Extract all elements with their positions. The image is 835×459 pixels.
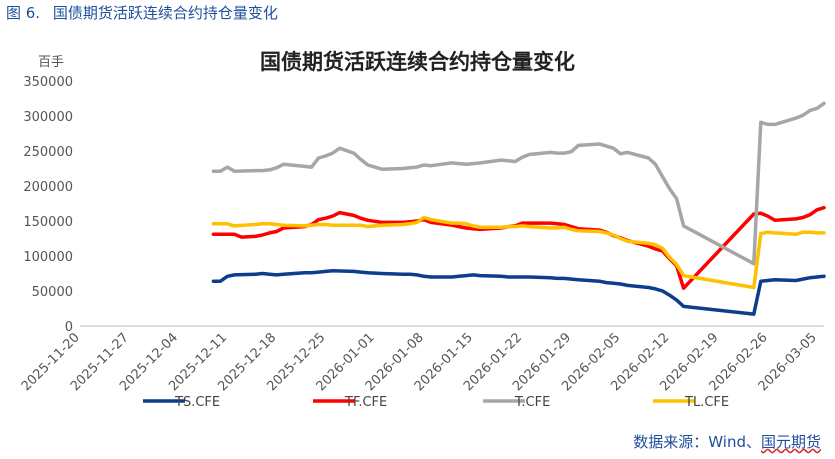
legend-label: TL.CFE: [684, 395, 729, 410]
y-tick-label: 150000: [23, 215, 73, 230]
legend-label: TF.CFE: [344, 395, 387, 410]
series-line-t-cfe: [211, 101, 826, 266]
source-prefix: 数据来源：Wind、: [633, 433, 761, 451]
y-tick-label: 200000: [23, 180, 73, 195]
figure-number: 图 6.: [6, 4, 41, 22]
figure-caption-text: 国债期货活跃连续合约持仓量变化: [52, 4, 278, 22]
chart-title: 国债期货活跃连续合约持仓量变化: [260, 50, 575, 74]
source-company: 国元期货: [760, 433, 821, 451]
y-tick-label: 100000: [23, 250, 73, 265]
series-line-tl-cfe: [211, 215, 826, 290]
y-tick-label: 50000: [32, 285, 73, 300]
figure-caption: 图 6. 国债期货活跃连续合约持仓量变化: [6, 2, 278, 23]
y-tick-label: 350000: [23, 75, 73, 90]
source-note: 数据来源：Wind、国元期货: [633, 431, 821, 452]
series-lines: [211, 101, 826, 316]
y-tick-label: 300000: [23, 110, 73, 125]
x-axis-ticks: 2025-11-202025-11-272025-12-042025-12-11…: [19, 330, 820, 394]
y-axis-unit-label: 百手: [38, 55, 64, 70]
y-axis-ticks: 0 50000 100000 150000 200000 250000 300000 3500…: [23, 75, 73, 335]
y-tick-label: 0: [65, 320, 73, 335]
legend-label: TS.CFE: [174, 395, 220, 410]
legend-label: T.CFE: [514, 395, 550, 410]
series-line-ts-cfe: [211, 268, 826, 316]
chart-legend: TS.CFE TF.CFE T.CFE TL.CFE: [143, 395, 729, 410]
y-tick-label: 250000: [23, 145, 73, 160]
